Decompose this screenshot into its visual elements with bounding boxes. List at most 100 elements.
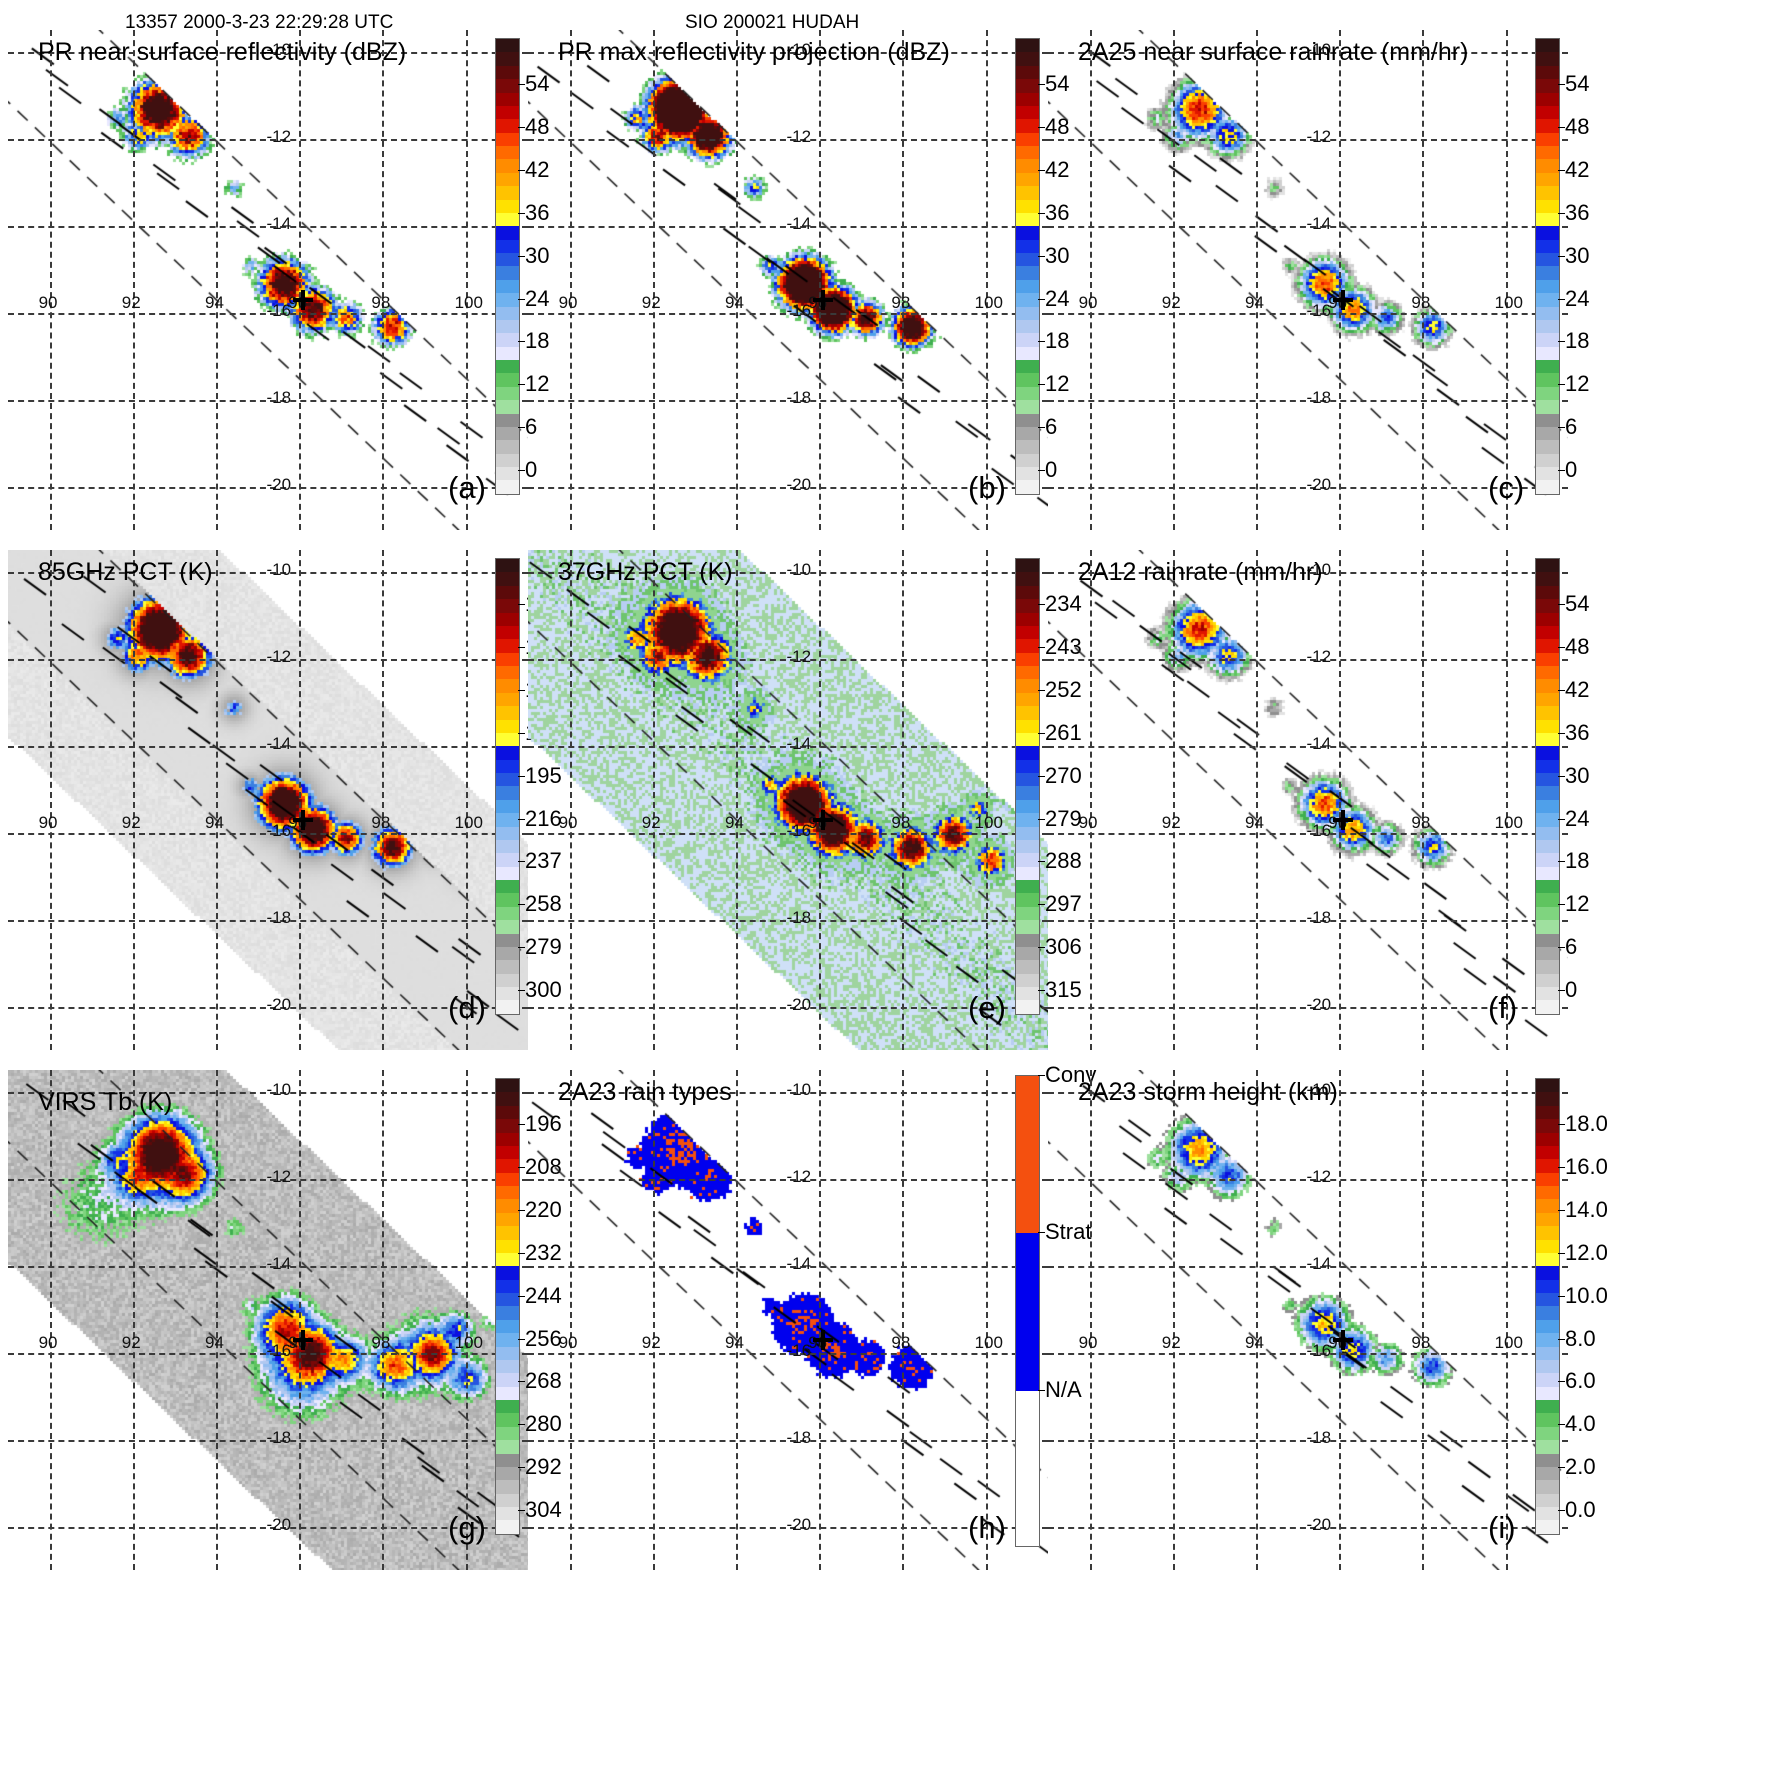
lat-tick-label: -10 (266, 559, 292, 579)
colorbar-segment (1536, 933, 1559, 947)
colorbar-segment (496, 1172, 519, 1186)
colorbar-tick-label: 48 (1565, 114, 1590, 140)
colorbar-tick-mark (1558, 775, 1565, 777)
colorbar-segment (1536, 1186, 1559, 1200)
colorbar-segment (496, 440, 519, 454)
colorbar-tick-mark (518, 818, 525, 820)
colorbar-segment (496, 625, 519, 640)
colorbar-segment (496, 333, 519, 347)
colorbar-segment (1016, 679, 1039, 693)
colorbar-tick-mark (1558, 255, 1565, 257)
lat-tick-label: -12 (1306, 126, 1332, 146)
colorbar-segment (1016, 239, 1039, 253)
panel-d-map (8, 550, 528, 1050)
storm-center-marker (813, 1329, 834, 1350)
lat-tick-label: -10 (1306, 39, 1332, 59)
colorbar-tick-mark (1558, 947, 1565, 949)
colorbar-segment (496, 239, 519, 253)
colorbar-segment (496, 1279, 519, 1293)
lat-tick-label: -18 (786, 1427, 812, 1447)
lon-tick-label: 100 (1494, 1333, 1523, 1353)
lon-tick-label: 100 (1494, 293, 1523, 313)
panel-f-map (1048, 550, 1568, 1050)
lon-tick-label: 90 (38, 293, 58, 313)
colorbar-segment (1536, 226, 1559, 240)
panel-h-label: (h) (968, 1510, 1006, 1545)
colorbar-segment (496, 1105, 519, 1120)
lon-tick-label: 98 (1411, 293, 1431, 313)
colorbar-segment (1016, 1390, 1039, 1546)
panel-g-title: VIRS Tb (K) (38, 1088, 173, 1116)
colorbar-segment (496, 906, 519, 921)
lat-tick-label: -18 (1306, 907, 1332, 927)
colorbar-segment (1536, 186, 1559, 200)
panel-i: 90 92 94 96 98 100 -10 -12 -14 -16 -18 -20 2A23 stor… (1048, 1070, 1738, 1570)
lat-tick-label: -14 (266, 733, 292, 753)
colorbar-segment (1016, 987, 1039, 1001)
colorbar-tick-mark (518, 775, 525, 777)
colorbar-segment (496, 826, 519, 840)
colorbar-segment (1536, 639, 1559, 653)
colorbar-segment (1536, 360, 1559, 374)
colorbar-tick-label: 24 (1565, 805, 1590, 831)
panel-c: 90 92 94 96 98 100 -10 -12 -14 -16 -18 -20 2A25 near… (1048, 30, 1738, 530)
colorbar-tick-label: 0 (1565, 976, 1578, 1002)
lat-tick-label: -12 (266, 646, 292, 666)
lon-tick-label: 94 (205, 1333, 224, 1353)
colorbar-segment (1016, 960, 1039, 974)
panel-b-label: (b) (968, 470, 1006, 505)
colorbar-segment (1536, 440, 1559, 454)
colorbar-tick-label: 48 (1565, 634, 1590, 660)
colorbar-segment (496, 706, 519, 720)
colorbar-segment (496, 279, 519, 294)
colorbar-segment (1536, 1079, 1559, 1093)
colorbar-tick-label: 12 (1565, 371, 1590, 397)
lat-tick-label: -20 (1306, 1514, 1332, 1534)
colorbar-segment (1016, 920, 1039, 934)
colorbar-segment (496, 559, 519, 573)
colorbar-segment (1016, 1076, 1039, 1234)
colorbar-segment (1536, 1239, 1559, 1253)
colorbar-tick-mark (518, 1381, 525, 1383)
lat-tick-label: -16 (786, 300, 812, 320)
colorbar-segment (1016, 799, 1039, 814)
colorbar-segment (1536, 1426, 1559, 1441)
colorbar-segment (1536, 906, 1559, 921)
lat-tick-label: -14 (786, 733, 812, 753)
lat-tick-label: -20 (266, 1514, 292, 1534)
colorbar-segment (1536, 1333, 1559, 1347)
colorbar-segment (1536, 132, 1559, 146)
colorbar-segment (1536, 199, 1559, 213)
colorbar-tick-mark (518, 298, 525, 300)
panel-d-label: (d) (448, 990, 486, 1025)
colorbar-tick-label: 2.0 (1565, 1454, 1596, 1480)
colorbar-segment (496, 39, 519, 53)
colorbar-segment (1016, 92, 1039, 106)
panel-h-title: 2A23 rain types (558, 1078, 732, 1106)
lat-tick-label: -18 (1306, 1427, 1332, 1447)
colorbar-tick-mark (518, 84, 525, 86)
colorbar-tick-mark (518, 469, 525, 471)
colorbar-segment (496, 946, 519, 961)
colorbar-tick-label: 36 (1565, 199, 1590, 225)
colorbar-segment (496, 585, 519, 600)
colorbar-tick-mark (1038, 298, 1045, 300)
colorbar-tick-mark (518, 732, 525, 734)
colorbar-segment (1016, 172, 1039, 187)
colorbar-segment (496, 1092, 519, 1106)
colorbar-segment (1016, 759, 1039, 773)
colorbar-gradient (495, 38, 520, 495)
lat-tick-label: -14 (1306, 1253, 1332, 1273)
colorbar-segment (1536, 92, 1559, 106)
colorbar-segment (1016, 453, 1039, 467)
colorbar-segment (1016, 652, 1039, 666)
lon-tick-label: 98 (371, 293, 391, 313)
colorbar-segment (496, 572, 519, 586)
colorbar-segment (1536, 1386, 1559, 1400)
colorbar-tick-label: 16.0 (1565, 1154, 1608, 1180)
lon-tick-label: 94 (1245, 1333, 1264, 1353)
colorbar-segment (496, 319, 519, 334)
panel-a-label: (a) (448, 470, 486, 505)
colorbar-tick-mark (1558, 1467, 1565, 1469)
colorbar-segment (496, 212, 519, 227)
